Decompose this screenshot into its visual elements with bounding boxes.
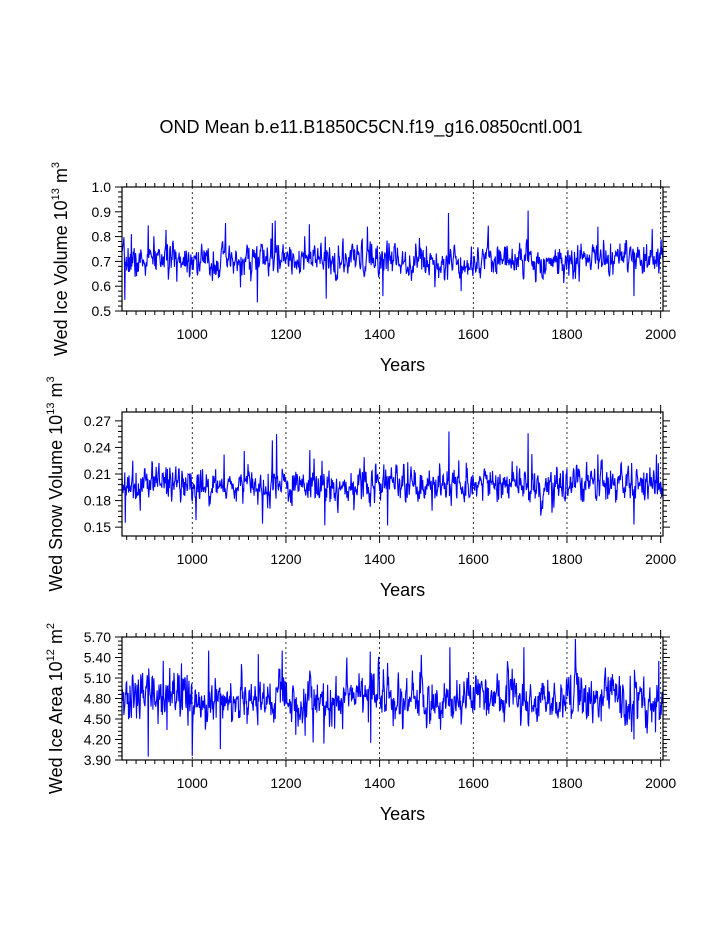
x-tick-label: 1800 xyxy=(551,326,582,342)
x-tick-label: 2000 xyxy=(645,551,676,567)
x-tick-label: 1800 xyxy=(551,551,582,567)
y-tick-label: 1.0 xyxy=(92,179,112,195)
y-tick-label: 0.6 xyxy=(92,278,112,294)
snow-volume-panel: 1000 1200 1400 1600 1800 2000 0.15 0.18 0.21 0.24… xyxy=(45,376,676,600)
x-tick-label: 1000 xyxy=(177,551,208,567)
y-tick-label: 0.5 xyxy=(92,303,112,319)
x-axis-label: Years xyxy=(380,804,425,824)
x-tick-label: 1000 xyxy=(177,775,208,791)
y-tick-label: 4.80 xyxy=(84,691,111,707)
y-tick-label: 0.9 xyxy=(92,204,112,220)
series-line xyxy=(121,639,664,757)
y-tick-label: 4.50 xyxy=(84,711,111,727)
chart-title: OND Mean b.e11.B1850C5CN.f19_g16.0850cnt… xyxy=(160,117,583,138)
y-tick-label: 0.24 xyxy=(84,439,111,455)
y-tick-label: 5.10 xyxy=(84,670,111,686)
ice-area-panel: 1000 1200 1400 1600 1800 2000 3.90 4.20 4.50 4.80… xyxy=(45,623,676,824)
y-tick-label: 5.40 xyxy=(84,650,111,666)
x-tick-label: 1400 xyxy=(364,551,395,567)
y-tick-label: 0.8 xyxy=(92,229,112,245)
y-tick-label: 0.21 xyxy=(84,466,111,482)
y-tick-label: 0.27 xyxy=(84,413,111,429)
y-tick-label: 5.70 xyxy=(84,629,111,645)
y-tick-label: 0.7 xyxy=(92,253,112,269)
x-tick-label: 1200 xyxy=(270,326,301,342)
plot-frame xyxy=(121,186,664,312)
y-axis-label: Wed Snow Volume 1013 m3 xyxy=(45,376,66,591)
x-tick-label: 1600 xyxy=(458,551,489,567)
y-axis-label: Wed Ice Volume 1013 m3 xyxy=(50,162,71,356)
x-tick-label: 1000 xyxy=(177,326,208,342)
y-tick-label: 4.20 xyxy=(84,732,111,748)
x-tick-label: 1800 xyxy=(551,775,582,791)
x-axis-label: Years xyxy=(380,355,425,375)
x-tick-label: 2000 xyxy=(645,775,676,791)
x-tick-label: 1400 xyxy=(364,775,395,791)
ice-volume-panel: 1000 1200 1400 1600 1800 2000 0.5 0.6 0.7 0.8 0.9 1… xyxy=(50,162,676,375)
x-tick-label: 2000 xyxy=(645,326,676,342)
x-tick-label: 1600 xyxy=(458,326,489,342)
x-tick-label: 1600 xyxy=(458,775,489,791)
series-line xyxy=(121,431,664,526)
x-tick-label: 1200 xyxy=(270,551,301,567)
x-tick-label: 1400 xyxy=(364,326,395,342)
x-axis-label: Years xyxy=(380,580,425,600)
x-tick-label: 1200 xyxy=(270,775,301,791)
y-axis-label: Wed Ice Area 1012 m2 xyxy=(45,623,66,794)
y-tick-label: 0.18 xyxy=(84,493,111,509)
y-tick-label: 0.15 xyxy=(84,519,111,535)
series-line xyxy=(121,210,664,303)
y-tick-label: 3.90 xyxy=(84,752,111,768)
